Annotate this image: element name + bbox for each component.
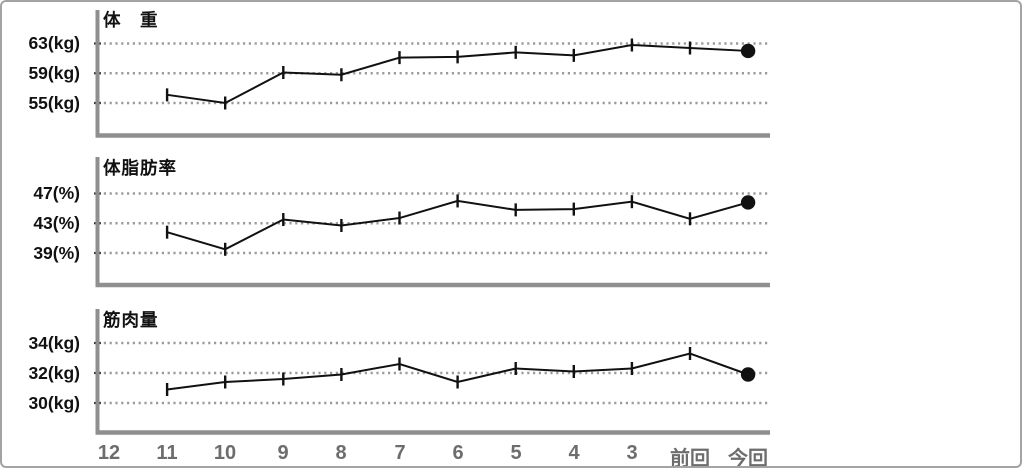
muscle-ytick-32: 32(kg): [28, 363, 80, 383]
x-tick-9: 9: [277, 442, 289, 464]
weight-ytick-63: 63(kg): [28, 33, 80, 53]
x-tick-10: 10: [213, 442, 237, 464]
bodyfat-chart-title: 体脂肪率: [103, 158, 177, 178]
x-tick-zenkai: 前回: [670, 448, 710, 468]
weight-chart-title: 体 重: [103, 10, 159, 30]
muscle-ytick-30: 30(kg): [28, 393, 80, 413]
x-tick-12: 12: [97, 442, 121, 464]
weight-ytick-59: 59(kg): [28, 63, 80, 83]
x-tick-5: 5: [510, 442, 522, 464]
x-tick-konkai: 今回: [728, 448, 768, 468]
x-tick-7: 7: [394, 442, 406, 464]
weight-ytick-55: 55(kg): [28, 93, 80, 113]
x-tick-8: 8: [335, 442, 347, 464]
muscle-ytick-34: 34(kg): [28, 333, 80, 353]
x-tick-11: 11: [156, 442, 178, 464]
x-tick-6: 6: [452, 442, 464, 464]
x-tick-4: 4: [568, 442, 580, 464]
bodyfat-ytick-39: 39(%): [33, 243, 80, 263]
muscle-chart-title: 筋肉量: [103, 310, 159, 330]
x-tick-3: 3: [626, 442, 638, 464]
bodyfat-ytick-47: 47(%): [33, 183, 80, 203]
bodyfat-ytick-43: 43(%): [33, 213, 80, 233]
